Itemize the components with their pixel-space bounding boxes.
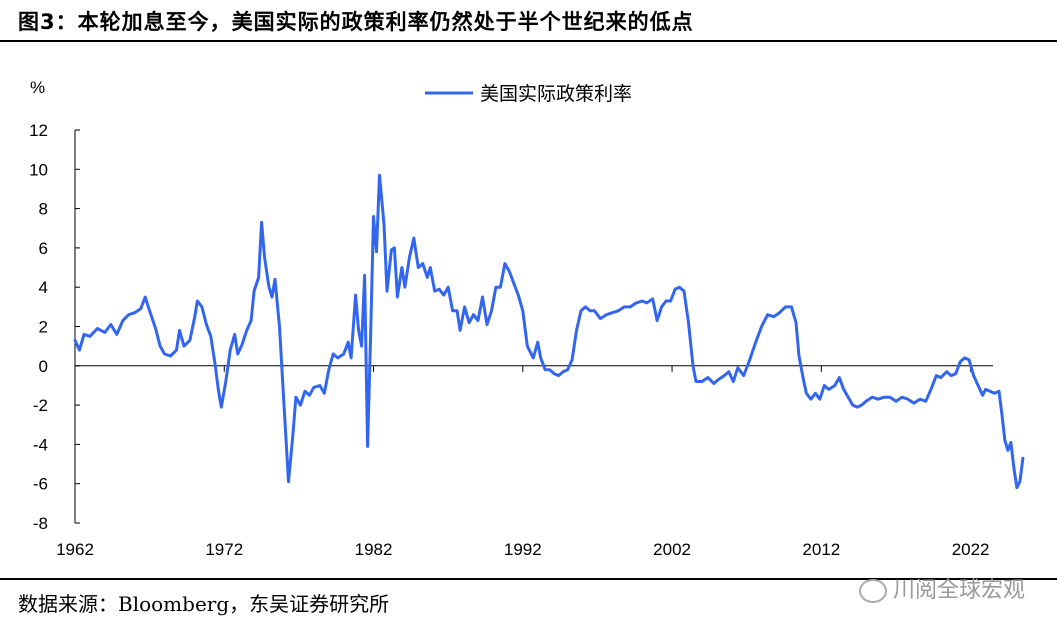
y-tick-label: -4	[33, 435, 48, 454]
y-tick-label: -8	[33, 514, 48, 533]
y-tick-label: -2	[33, 396, 48, 415]
x-tick-label: 1972	[205, 540, 243, 559]
x-tick-label: 2022	[952, 540, 990, 559]
y-tick-label: 0	[39, 357, 48, 376]
source-note: 数据来源：Bloomberg，东吴证券研究所	[18, 592, 390, 616]
y-tick-label: 12	[29, 121, 48, 140]
x-tick-label: 1992	[504, 540, 542, 559]
y-tick-label: 4	[39, 278, 48, 297]
x-tick-label: 2012	[802, 540, 840, 559]
series-layer	[73, 173, 1025, 490]
chart-title: 图3：本轮加息至今，美国实际的政策利率仍然处于半个世纪来的低点	[18, 10, 694, 34]
x-tick-label: 1962	[56, 540, 94, 559]
x-ticks: 1962 1972 1982 1992 2002 2012 2022	[56, 365, 990, 559]
header-rule	[0, 40, 1057, 42]
watermark-text: 川阅全球宏观	[892, 578, 1025, 603]
legend: 美国实际政策利率	[425, 83, 632, 105]
legend-label: 美国实际政策利率	[480, 83, 632, 105]
y-tick-label: 10	[29, 160, 48, 179]
y-ticks: -8 -6 -4 -2 0 2 4 6 8 10 12	[29, 121, 80, 533]
y-axis-unit: %	[30, 78, 45, 97]
y-tick-label: -6	[33, 475, 48, 494]
y-tick-label: 6	[39, 239, 48, 258]
axes: %	[30, 78, 993, 523]
footer-rule	[0, 578, 1057, 580]
x-tick-label: 2002	[653, 540, 691, 559]
y-tick-label: 2	[39, 318, 48, 337]
wechat-icon	[858, 579, 887, 603]
watermark: 川阅全球宏观	[858, 572, 1025, 604]
y-tick-label: 8	[39, 200, 48, 219]
x-tick-label: 1982	[355, 540, 393, 559]
series-line	[73, 173, 1025, 490]
